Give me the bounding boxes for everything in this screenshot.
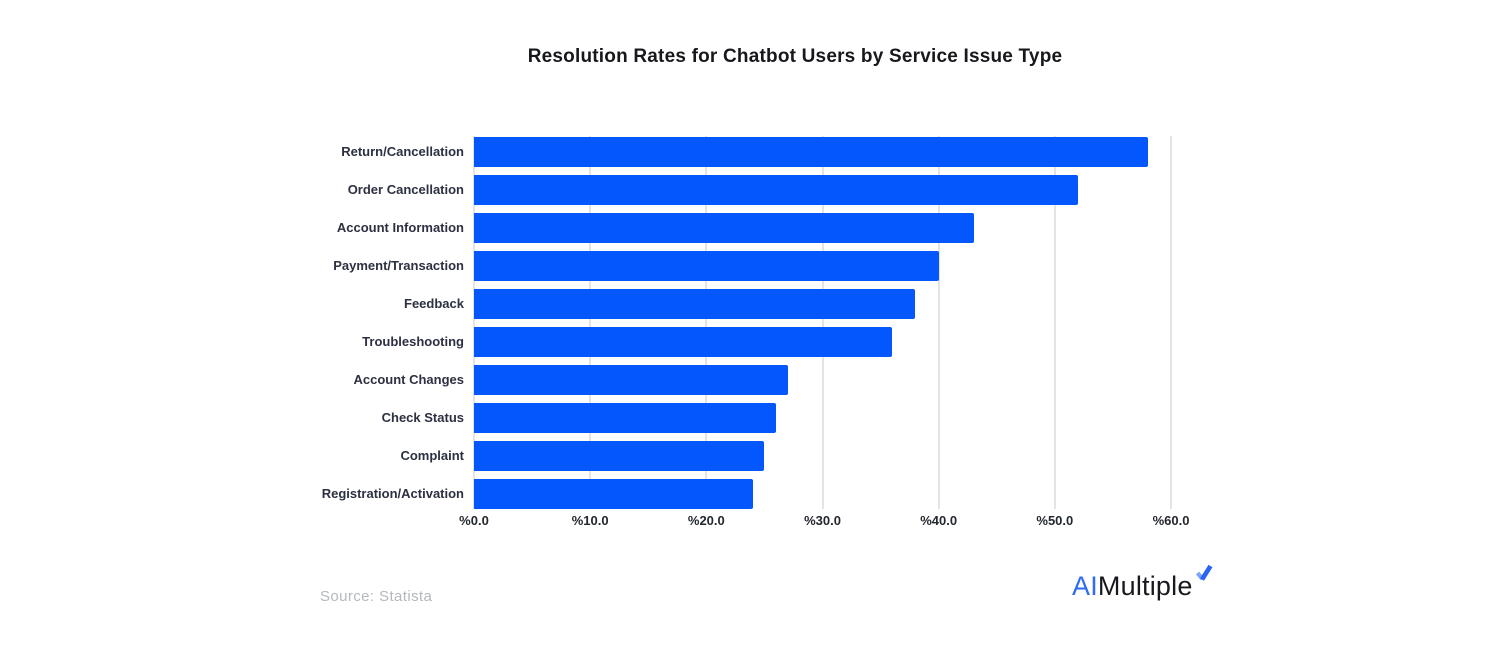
x-tick-label: %10.0	[571, 513, 609, 528]
category-label: Payment/Transaction	[333, 258, 464, 273]
x-tick-label: %40.0	[920, 513, 958, 528]
gridline	[937, 136, 940, 509]
x-tick-label: %30.0	[804, 513, 841, 528]
category-label: Registration/Activation	[321, 486, 464, 501]
gridline	[821, 136, 824, 509]
bar	[474, 441, 765, 471]
x-tick-label: %0.0	[459, 513, 489, 528]
source-note: Source: Statista	[320, 588, 433, 605]
bar	[474, 289, 916, 319]
gridline	[1170, 136, 1172, 509]
category-label: Feedback	[404, 296, 464, 311]
plot-area	[473, 132, 1172, 509]
bar	[474, 365, 788, 395]
category-label: Check Status	[381, 410, 464, 425]
x-tick-label: %60.0	[1152, 513, 1190, 528]
category-label: Return/Cancellation	[341, 144, 464, 159]
bar	[474, 403, 777, 433]
brand-logo: AI Multiple	[1072, 564, 1213, 602]
gridline	[1053, 136, 1056, 509]
logo-text-multiple: Multiple	[1097, 571, 1193, 601]
category-label: Complaint	[400, 448, 464, 463]
gridline	[589, 136, 592, 509]
chart-title: Resolution Rates for Chatbot Users by Se…	[527, 46, 1063, 67]
category-label: Troubleshooting	[362, 334, 464, 349]
gridline	[473, 136, 475, 509]
category-label: Order Cancellation	[347, 182, 464, 197]
bar	[474, 175, 1079, 205]
bar	[474, 327, 893, 357]
x-axis-ticks: %0.0 %10.0 %20.0 %30.0 %40.0 %50.0 %60.0	[459, 513, 1189, 531]
category-label: Account Changes	[353, 372, 464, 387]
x-tick-label: %20.0	[687, 513, 725, 528]
bar	[474, 137, 1148, 167]
logo-text-ai: AI	[1072, 571, 1098, 601]
x-tick-label: %50.0	[1036, 513, 1074, 528]
bar	[474, 213, 974, 243]
bar	[474, 479, 753, 509]
gridline	[705, 136, 708, 509]
category-label: Account Information	[336, 220, 464, 235]
spark-check-icon	[1195, 564, 1213, 581]
bar	[474, 251, 939, 281]
category-labels: Return/Cancellation Order Cancellation Acc…	[290, 132, 464, 509]
